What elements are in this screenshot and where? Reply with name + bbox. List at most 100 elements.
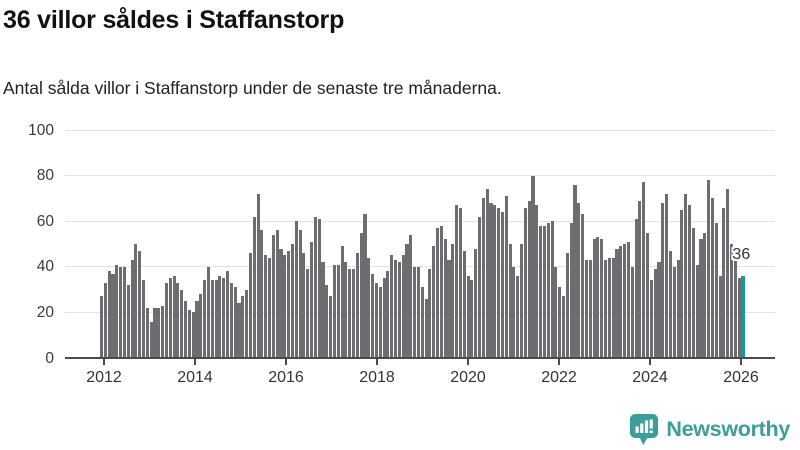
bar: [527, 200, 531, 358]
bar: [634, 218, 638, 358]
bar: [581, 214, 585, 358]
bar: [462, 250, 466, 358]
bar: [409, 234, 413, 358]
bar: [325, 285, 329, 358]
bar: [252, 216, 256, 358]
highlight-value-label: 36: [732, 245, 751, 263]
x-axis-tick: [740, 359, 742, 365]
bar: [726, 189, 730, 358]
bar: [317, 218, 321, 358]
bar: [558, 287, 562, 358]
bar: [489, 202, 493, 358]
bar: [218, 275, 222, 358]
bar: [390, 255, 394, 358]
bar: [458, 207, 462, 358]
x-axis-tick: [285, 359, 287, 365]
bar: [180, 289, 184, 358]
x-axis-tick: [103, 359, 105, 365]
x-axis-tick-label: 2016: [268, 369, 304, 386]
bar: [183, 301, 188, 358]
bar: [718, 275, 722, 358]
bar: [279, 248, 283, 358]
bar: [348, 269, 352, 358]
bar: [447, 259, 451, 358]
bar: [523, 207, 527, 358]
x-axis-tick-label: 2026: [723, 369, 759, 386]
bar: [615, 248, 619, 358]
bar: [214, 280, 218, 358]
bar: [539, 225, 543, 358]
bar: [119, 266, 123, 358]
bar: [722, 207, 726, 358]
bar: [386, 271, 390, 358]
bar: [176, 282, 180, 358]
bar: [600, 239, 604, 358]
bar: [115, 264, 119, 358]
bar: [714, 223, 718, 358]
bar: [428, 269, 432, 358]
bar: [283, 255, 287, 358]
bar: [168, 278, 172, 358]
bar: [485, 189, 489, 358]
bar: [504, 196, 508, 358]
bar: [336, 264, 340, 358]
bar: [477, 216, 482, 358]
bar: [134, 244, 138, 358]
bar: [103, 282, 107, 358]
bar: [455, 205, 459, 358]
bar: [435, 228, 440, 358]
newsworthy-chart-bubble-icon: [630, 413, 659, 445]
bar: [393, 259, 398, 358]
bar: [684, 193, 688, 358]
bar: [653, 269, 657, 358]
bar: [100, 296, 104, 358]
bar: [206, 266, 210, 358]
bar: [126, 285, 130, 358]
chart-subtitle: Antal sålda villor i Staffanstorp under …: [3, 78, 502, 98]
bar: [416, 266, 420, 358]
bar: [149, 321, 153, 358]
bar: [367, 257, 371, 358]
bar: [355, 253, 359, 358]
bar: [359, 232, 363, 358]
bar: [531, 175, 535, 358]
bar: [241, 296, 245, 358]
bar: [699, 239, 703, 358]
bar: [344, 262, 348, 358]
bar: [141, 280, 146, 358]
x-axis-tick-label: 2022: [541, 369, 577, 386]
bar: [493, 205, 497, 358]
bar: [623, 244, 627, 358]
bar: [138, 250, 142, 358]
bar: [161, 305, 165, 358]
highlighted-bar: [741, 275, 745, 358]
bar: [111, 273, 115, 358]
bar: [245, 289, 249, 358]
bar: [710, 198, 714, 358]
bar: [451, 244, 455, 358]
bar: [737, 278, 741, 358]
bar: [550, 221, 554, 358]
y-axis-tick-label: 0: [45, 349, 54, 367]
x-axis-tick-label: 2020: [450, 369, 486, 386]
bar: [122, 266, 126, 358]
bar: [665, 193, 669, 358]
x-axis-tick-label: 2018: [359, 369, 395, 386]
bar: [260, 230, 264, 358]
bar: [649, 280, 653, 358]
bar: [607, 257, 611, 358]
bar: [561, 296, 566, 358]
bar: [703, 232, 707, 358]
bar: [466, 275, 470, 358]
bar: [584, 259, 588, 358]
bar: [374, 282, 378, 358]
bar: [500, 212, 504, 358]
bar: [569, 223, 573, 358]
bar: [225, 271, 230, 358]
bar: [588, 259, 592, 358]
x-axis-tick-label: 2024: [632, 369, 668, 386]
bar: [405, 244, 409, 358]
x-axis-tick: [467, 359, 469, 365]
bar: [420, 287, 424, 358]
bar: [508, 244, 512, 358]
